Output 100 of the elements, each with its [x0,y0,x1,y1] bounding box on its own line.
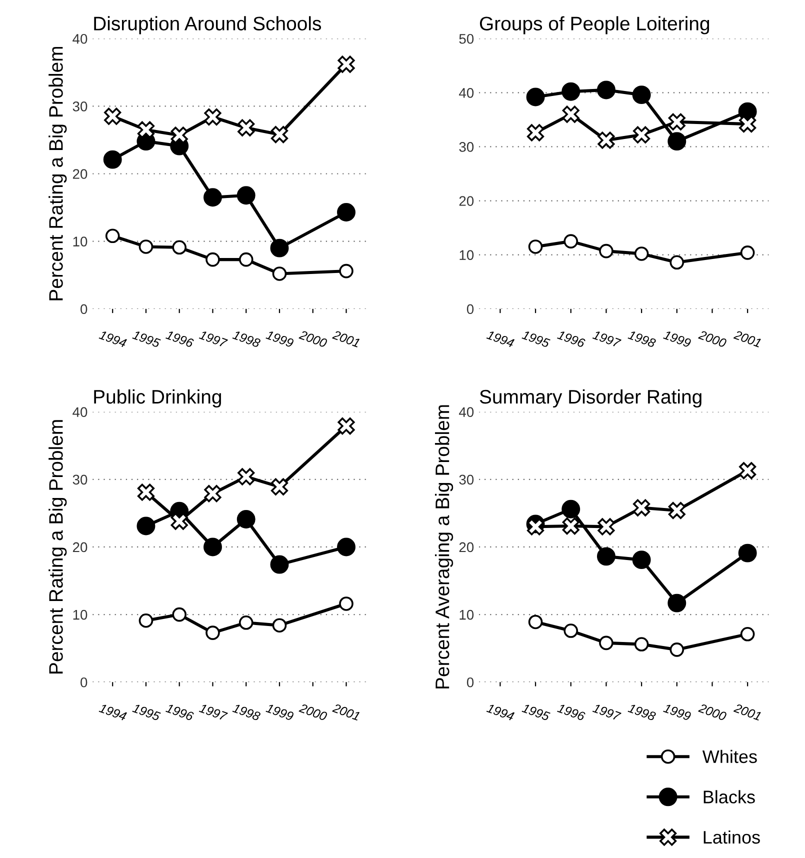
x-tick-label: 2001 [332,330,360,348]
point [740,246,755,260]
point [236,510,256,529]
y-tick-label: 40 [458,407,474,418]
point [738,544,757,562]
y-tick-label: 20 [459,196,474,206]
x-tick-label: 1994 [98,703,128,721]
x-tick-label: 1995 [522,330,550,348]
point [564,234,578,248]
point [238,252,254,267]
point [270,126,288,144]
point [528,240,543,254]
chart-title: Summary Disorder Rating [480,389,702,408]
point [338,56,355,73]
point [170,126,188,144]
y-tick-label: 30 [459,474,474,485]
x-tick-label: 1994 [98,330,128,348]
point [339,596,354,611]
x-tick-label: 1997 [198,330,228,348]
point [105,228,120,244]
point [138,613,154,628]
y-tick-label: 20 [72,169,88,179]
point [634,246,649,261]
y-tick-label: 20 [72,542,88,552]
x-tick-label: 2000 [298,703,328,722]
point [270,478,288,496]
point [204,188,222,207]
point [668,594,686,612]
y-tick-label: 10 [460,250,474,260]
point [596,80,616,100]
point [272,618,287,633]
point [272,266,287,281]
x-tick-label: 1999 [266,703,294,721]
point [633,499,650,516]
point [238,119,255,136]
point [670,642,684,657]
y-axis-title: Percent Averaging a Big Problem [434,405,454,688]
point [528,614,543,630]
x-tick-label: 1995 [132,703,161,722]
x-tick-label: 1998 [232,703,261,722]
point [632,550,651,570]
point [632,86,651,104]
x-tick-label: 2001 [733,703,762,721]
x-tick-label: 1995 [522,703,550,722]
y-axis-title: Percent Rating a Big Problem [48,420,67,674]
point [136,516,156,536]
y-tick-label: 10 [73,236,88,246]
point [599,636,614,650]
point [526,88,545,106]
point [633,126,650,144]
legend-label: Latinos [704,830,760,844]
point [103,150,122,169]
point [739,462,756,480]
point [236,186,256,205]
point [562,500,580,518]
point [562,106,580,123]
point [238,615,254,630]
point [598,132,615,149]
legend-label: Whites [702,750,757,764]
x-tick-label: 1995 [132,330,161,348]
y-tick-label: 10 [73,610,88,620]
point [104,108,122,125]
chart-title: Disruption Around Schools [94,16,322,34]
x-tick-label: 2000 [298,330,328,348]
y-tick-label: 30 [72,474,88,485]
y-axis-title: Percent Rating a Big Problem [48,46,67,300]
point [270,238,289,258]
point [337,538,356,556]
y-tick-label: 30 [459,142,474,152]
x-tick-label: 2000 [698,330,728,348]
point [634,637,649,652]
y-tick-label: 50 [459,34,474,44]
point [206,252,220,267]
x-tick-label: 1997 [592,330,622,348]
chart-title: Groups of People Loitering [480,16,710,34]
x-tick-label: 1996 [556,703,586,722]
point [172,240,187,255]
point [564,624,578,638]
point [740,626,755,642]
x-tick-label: 1994 [486,330,515,348]
point [172,607,187,622]
point [138,240,154,254]
chart-title: Public Drinking [94,389,222,408]
point [668,132,686,151]
point [204,538,222,556]
point [339,264,354,278]
point [562,82,580,101]
x-tick-label: 2001 [332,703,360,721]
y-tick-label: 10 [460,610,474,620]
y-tick-label: 40 [72,34,88,44]
x-tick-label: 1999 [662,703,692,721]
y-tick-label: 0 [80,677,88,688]
legend-label: Blacks [704,790,755,804]
y-tick-label: 20 [459,542,474,552]
point [270,555,289,574]
y-tick-label: 0 [466,304,474,314]
point [668,502,686,520]
x-tick-label: 2001 [733,330,762,348]
y-tick-label: 0 [80,304,88,314]
x-tick-label: 1996 [556,330,586,348]
